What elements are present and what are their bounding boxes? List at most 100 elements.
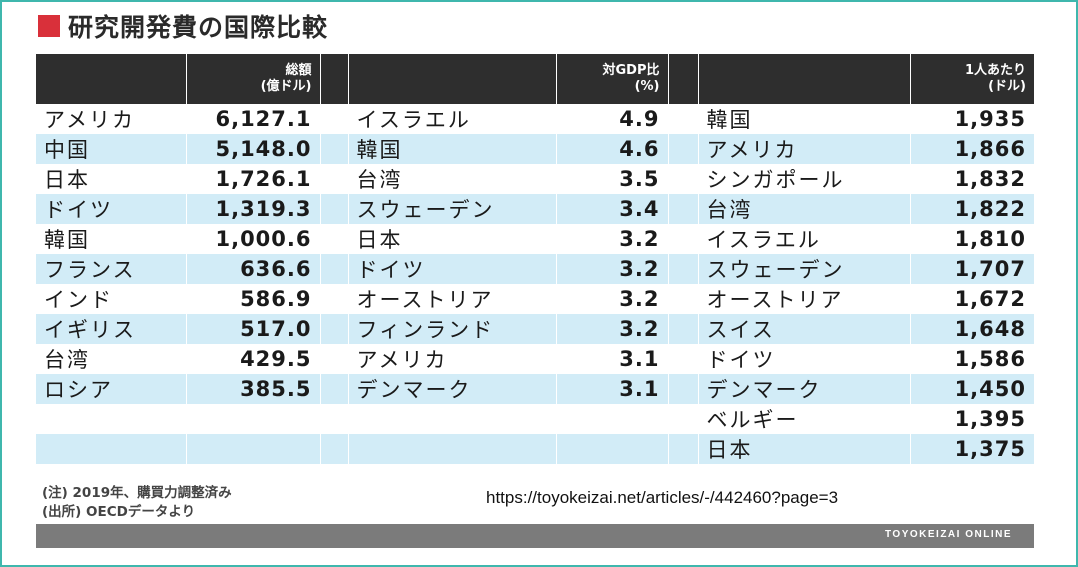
gap-cell: [668, 134, 699, 164]
gap-cell: [320, 374, 349, 404]
rank-country-per-capita: スウェーデン: [698, 254, 911, 284]
gap-cell: [668, 434, 699, 464]
rank-country-per-capita: シンガポール: [698, 164, 911, 194]
gap-cell: [320, 134, 349, 164]
value-total: 1,000.6: [186, 224, 321, 254]
table-row: ドイツ 1,319.3 スウェーデン 3.4 台湾 1,822: [36, 194, 1034, 224]
value-total: 429.5: [186, 344, 321, 374]
chart-title: 研究開発費の国際比較: [68, 13, 329, 42]
table-row: 韓国 1,000.6 日本 3.2 イスラエル 1,810: [36, 224, 1034, 254]
header-gdp-ratio: 対GDP比 (%): [556, 54, 669, 104]
table-row: インド 586.9 オーストリア 3.2 オーストリア 1,672: [36, 284, 1034, 314]
gap-cell: [320, 194, 349, 224]
gap-cell: [668, 374, 699, 404]
gap-cell: [320, 284, 349, 314]
rank-country-total: フランス: [36, 254, 187, 284]
notes: (注) 2019年、購買力調整済み (出所) OECDデータより: [42, 484, 232, 522]
value-per-capita: 1,935: [910, 104, 1034, 134]
value-gdp-ratio: 3.1: [556, 374, 669, 404]
header-per-capita: 1人あたり (ドル): [910, 54, 1034, 104]
value-gdp-ratio: 4.6: [556, 134, 669, 164]
header-total: 総額 (億ドル): [186, 54, 321, 104]
value-gdp-ratio: 3.1: [556, 344, 669, 374]
value-per-capita: 1,672: [910, 284, 1034, 314]
header-blank-c: [698, 54, 911, 104]
rank-country-per-capita: オーストリア: [698, 284, 911, 314]
value-total: 5,148.0: [186, 134, 321, 164]
gap-cell: [320, 434, 349, 464]
value-gdp-ratio: [556, 434, 669, 464]
source-url: https://toyokeizai.net/articles/-/442460…: [486, 488, 839, 507]
table-row: フランス 636.6 ドイツ 3.2 スウェーデン 1,707: [36, 254, 1034, 284]
value-gdp-ratio: 4.9: [556, 104, 669, 134]
value-total: 586.9: [186, 284, 321, 314]
rank-country-per-capita: デンマーク: [698, 374, 911, 404]
rank-country-gdp: ドイツ: [348, 254, 557, 284]
value-total: 636.6: [186, 254, 321, 284]
gap-cell: [320, 314, 349, 344]
title-marker: [38, 15, 60, 37]
rank-country-gdp: 韓国: [348, 134, 557, 164]
table-row: 台湾 429.5 アメリカ 3.1 ドイツ 1,586: [36, 344, 1034, 374]
footer-bar: TOYOKEIZAI ONLINE: [36, 524, 1034, 548]
gap-cell: [668, 164, 699, 194]
rank-country-total: 日本: [36, 164, 187, 194]
rank-country-total: イギリス: [36, 314, 187, 344]
value-per-capita: 1,586: [910, 344, 1034, 374]
gap-cell: [320, 104, 349, 134]
rank-country-gdp: フィンランド: [348, 314, 557, 344]
rank-country-total: [36, 434, 187, 464]
rank-country-gdp: [348, 404, 557, 434]
gap-cell: [320, 404, 349, 434]
table-row: 中国 5,148.0 韓国 4.6 アメリカ 1,866: [36, 134, 1034, 164]
gap-cell: [668, 254, 699, 284]
rank-country-total: インド: [36, 284, 187, 314]
rank-country-gdp: 台湾: [348, 164, 557, 194]
value-total: 385.5: [186, 374, 321, 404]
table-row: 日本 1,726.1 台湾 3.5 シンガポール 1,832: [36, 164, 1034, 194]
value-total: 6,127.1: [186, 104, 321, 134]
gap-cell: [668, 194, 699, 224]
rank-country-per-capita: スイス: [698, 314, 911, 344]
value-per-capita: 1,395: [910, 404, 1034, 434]
rank-country-total: アメリカ: [36, 104, 187, 134]
note-line: (出所) OECDデータより: [42, 504, 196, 520]
value-per-capita: 1,707: [910, 254, 1034, 284]
value-per-capita: 1,450: [910, 374, 1034, 404]
gap-cell: [320, 254, 349, 284]
value-total: [186, 434, 321, 464]
rank-country-total: ロシア: [36, 374, 187, 404]
gap-cell: [668, 314, 699, 344]
value-gdp-ratio: 3.2: [556, 254, 669, 284]
gap-cell: [320, 344, 349, 374]
gap-cell: [668, 284, 699, 314]
gap-cell: [668, 404, 699, 434]
rank-country-total: 中国: [36, 134, 187, 164]
value-per-capita: 1,648: [910, 314, 1034, 344]
table-row: 日本 1,375: [36, 434, 1034, 464]
value-per-capita: 1,832: [910, 164, 1034, 194]
gap-cell: [668, 104, 699, 134]
rank-country-per-capita: イスラエル: [698, 224, 911, 254]
rank-country-gdp: アメリカ: [348, 344, 557, 374]
rank-country-gdp: スウェーデン: [348, 194, 557, 224]
rank-country-total: ドイツ: [36, 194, 187, 224]
header-row: 総額 (億ドル) 対GDP比 (%) 1人あたり (ドル): [36, 54, 1034, 104]
value-total: 1,726.1: [186, 164, 321, 194]
rank-country-per-capita: 台湾: [698, 194, 911, 224]
rank-country-gdp: イスラエル: [348, 104, 557, 134]
value-per-capita: 1,810: [910, 224, 1034, 254]
header-blank-b: [348, 54, 557, 104]
value-gdp-ratio: 3.2: [556, 314, 669, 344]
rank-country-per-capita: ドイツ: [698, 344, 911, 374]
rank-country-total: 台湾: [36, 344, 187, 374]
rank-country-per-capita: ベルギー: [698, 404, 911, 434]
header-gap-1: [320, 54, 349, 104]
rank-country-per-capita: アメリカ: [698, 134, 911, 164]
rank-country-total: [36, 404, 187, 434]
value-gdp-ratio: 3.2: [556, 224, 669, 254]
chart-title-block: 研究開発費の国際比較: [38, 8, 328, 44]
gap-cell: [320, 164, 349, 194]
value-total: 517.0: [186, 314, 321, 344]
